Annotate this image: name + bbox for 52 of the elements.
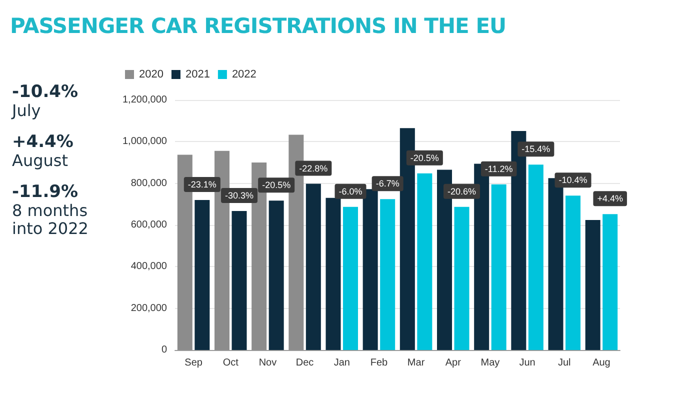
annotation: -6.0% xyxy=(338,186,362,196)
x-tick-label: Jan xyxy=(334,358,350,368)
bar xyxy=(343,206,358,350)
x-tick-label: Dec xyxy=(296,358,314,368)
bar xyxy=(585,220,600,350)
annotation: -20.5% xyxy=(262,180,291,190)
bar xyxy=(362,189,378,350)
text: +4.4% xyxy=(12,132,74,152)
y-tick-label: 400,000 xyxy=(130,261,168,272)
y-tick-label: 0 xyxy=(161,344,168,356)
bar xyxy=(528,164,544,350)
annotation: -23.1% xyxy=(188,180,216,190)
legend-label: 2022 xyxy=(232,68,256,80)
annotation: -20.5% xyxy=(410,152,439,163)
bar xyxy=(380,199,396,350)
x-tick-label: Feb xyxy=(370,358,388,368)
x-tick-label: May xyxy=(480,358,500,368)
text: August xyxy=(12,151,69,170)
annotation: -30.3% xyxy=(224,190,254,201)
annotation: -11.2% xyxy=(484,164,513,174)
x-tick-label: Apr xyxy=(445,358,462,368)
chart-title: PASSENGER CAR REGISTRATIONS IN THE EU xyxy=(10,14,506,38)
bar xyxy=(602,214,618,350)
x-tick-label: Mar xyxy=(407,358,426,368)
bar xyxy=(566,196,580,350)
x-tick-label: Jul xyxy=(558,358,571,368)
y-tick-label: 800,000 xyxy=(130,178,168,189)
x-tick-label: Sep xyxy=(184,358,203,368)
annotation: +4.4% xyxy=(597,194,623,204)
x-tick-label: Oct xyxy=(222,358,239,368)
text: -11.9% xyxy=(12,182,80,202)
annotation: -15.4% xyxy=(522,144,550,154)
y-tick-label: 1,000,000 xyxy=(122,136,168,148)
legend-label: 2020 xyxy=(139,68,164,80)
annotation: -20.6% xyxy=(447,186,476,196)
annotation: -10.4% xyxy=(558,175,588,186)
y-tick-label: 200,000 xyxy=(130,302,168,314)
text: 8 months into 2022 xyxy=(12,201,90,238)
y-tick-label: 600,000 xyxy=(130,220,168,230)
text: July xyxy=(12,101,42,120)
annotation: -22.8% xyxy=(299,163,328,174)
x-tick-label: Aug xyxy=(592,358,610,368)
annotation: -6.7% xyxy=(376,178,400,189)
legend-label: 2021 xyxy=(185,68,210,80)
y-tick-label: 1,200,000 xyxy=(122,94,168,106)
bar xyxy=(454,206,470,350)
x-tick-label: Jun xyxy=(519,358,536,368)
x-tick-label: Nov xyxy=(258,358,277,368)
bar xyxy=(417,173,432,350)
bar xyxy=(326,198,341,350)
text: -10.4% xyxy=(12,82,80,102)
bar xyxy=(491,184,506,350)
